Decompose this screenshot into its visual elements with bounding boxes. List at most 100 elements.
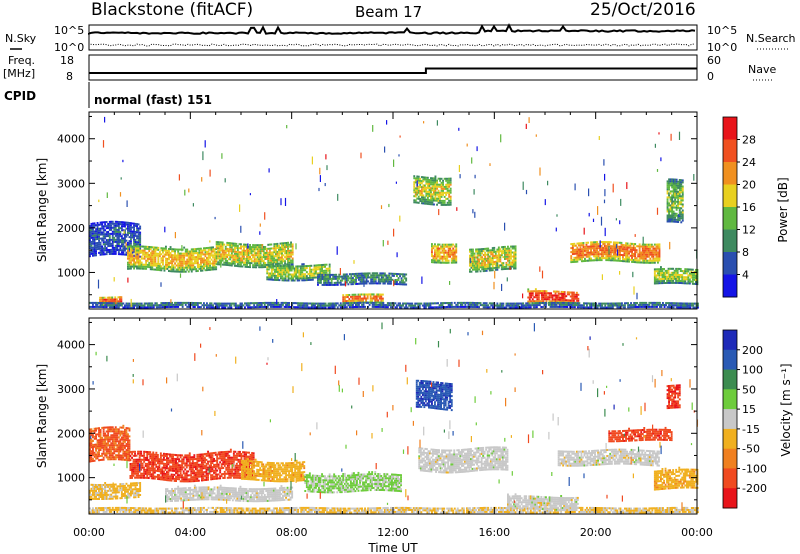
power-region-10: [431, 243, 458, 264]
velocity-ytick-label: 3000: [57, 383, 85, 396]
cpid-value: normal (fast) 151: [94, 93, 212, 107]
power-region-9: [413, 175, 452, 206]
power-region-11: [469, 245, 517, 273]
noise-left-tick-bottom: 10^0: [54, 41, 84, 54]
xtick-label: 12:00: [377, 526, 409, 539]
freq-unit: [MHz]: [3, 67, 35, 80]
cpid-label: CPID: [4, 89, 36, 103]
power-ytick-label: 4000: [57, 133, 85, 146]
velocity-colorbar: 200 100 50 15 -15 -50 -100 -200: [722, 329, 767, 509]
velocity-region-6: [89, 506, 699, 514]
velocity-region-0: [89, 424, 131, 463]
noise-panel: N.Sky 10^5 10^0 10^5 10^0 N.Search: [5, 23, 796, 54]
freq-tick-bottom: 8: [66, 70, 73, 83]
power-ytick-label: 1000: [57, 266, 85, 279]
power-colorbar-swatch: [723, 252, 737, 275]
xtick-label: 08:00: [276, 526, 308, 539]
velocity-speckles: [90, 322, 699, 511]
velocity-colorbar-swatch: [723, 389, 737, 410]
power-colorbar-tick: 16: [742, 201, 756, 214]
date-title: 25/Oct/2016: [590, 0, 696, 20]
x-axis-label: Time UT: [367, 541, 418, 554]
nave-tick-top: 60: [707, 54, 721, 67]
nsky-trace: [88, 23, 696, 35]
velocity-region-13: [666, 384, 681, 410]
station-title: Blackstone (fitACF): [91, 0, 253, 20]
power-colorbar-swatch: [723, 274, 737, 298]
power-ytick-label: 2000: [57, 222, 85, 235]
power-colorbar-swatch: [723, 162, 737, 185]
power-colorbar-tick: 28: [742, 134, 756, 147]
power-panel: 1000 2000 3000 4000 Slant Range [km] 4 8 12 16…: [35, 111, 790, 310]
velocity-colorbar-swatch: [723, 428, 737, 450]
power-colorbar-swatch: [723, 139, 737, 163]
power-colorbar-swatch: [723, 184, 737, 208]
velocity-ytick-label: 1000: [57, 472, 85, 485]
nsky-label: N.Sky: [5, 32, 37, 45]
velocity-colorbar-tick: 100: [742, 364, 763, 377]
xtick-label: 04:00: [174, 526, 206, 539]
power-ylabel: Slant Range [km]: [35, 158, 49, 262]
power-colorbar-tick: 12: [742, 224, 756, 237]
velocity-panel: 1000 2000 3000 4000 00:00 04:00 08:00 12:00 16:0…: [35, 317, 793, 539]
velocity-colorbar-swatch: [723, 330, 737, 351]
power-region-13: [653, 266, 699, 286]
nsearch-trace: [88, 43, 696, 47]
freq-trace: [89, 67, 697, 74]
power-axes: 1000 2000 3000 4000: [57, 112, 698, 309]
velocity-colorbar-swatch: [723, 409, 737, 430]
power-colorbar-label: Power [dB]: [776, 177, 790, 242]
velocity-region-11: [608, 426, 673, 443]
velocity-region-5: [165, 484, 294, 503]
velocity-region-3: [304, 471, 402, 494]
velocity-ylabel: Slant Range [km]: [35, 364, 49, 468]
velocity-colorbar-swatch: [723, 369, 737, 390]
noise-right-tick-bottom: 10^0: [707, 41, 737, 54]
velocity-colorbar-tick: 15: [742, 403, 756, 416]
velocity-colorbar-swatch: [723, 448, 737, 469]
velocity-colorbar-label: Velocity [m s⁻¹]: [779, 363, 793, 456]
power-colorbar-tick: 8: [742, 246, 749, 259]
nsearch-label: N.Search: [746, 32, 796, 45]
velocity-colorbar-tick: -50: [742, 443, 760, 456]
velocity-colorbar-swatch: [723, 488, 737, 509]
freq-panel: Freq. [MHz] 18 8 60 0 Nave: [3, 54, 776, 83]
velocity-region-8: [415, 379, 453, 412]
noise-traces: [88, 23, 696, 47]
power-colorbar-tick: 20: [742, 179, 756, 192]
noise-right-tick-top: 10^5: [707, 24, 737, 37]
velocity-heatmap: [89, 322, 699, 514]
power-region-12: [570, 241, 661, 264]
velocity-region-10: [557, 448, 660, 467]
power-ytick-label: 3000: [57, 177, 85, 190]
noise-left-tick-top: 10^5: [54, 24, 84, 37]
power-colorbar-tick: 24: [742, 156, 756, 169]
power-region-8: [89, 301, 699, 309]
xtick-label: 00:00: [681, 526, 713, 539]
xtick-label: 16:00: [478, 526, 510, 539]
freq-tick-top: 18: [60, 54, 74, 67]
power-colorbar-swatch: [723, 229, 737, 253]
velocity-axes: 1000 2000 3000 4000 00:00 04:00 08:00 12:00 16:0…: [57, 318, 713, 539]
velocity-region-7: [507, 493, 579, 512]
velocity-colorbar-swatch: [723, 349, 737, 371]
velocity-region-12: [653, 466, 699, 491]
power-heatmap: [89, 116, 699, 309]
beam-title: Beam 17: [355, 3, 422, 21]
velocity-colorbar-tick: -200: [742, 482, 767, 495]
freq-label: Freq.: [8, 54, 35, 67]
velocity-region-4: [89, 482, 142, 500]
velocity-colorbar-swatch: [723, 468, 737, 489]
velocity-region-9: [418, 446, 509, 474]
power-region-14: [666, 178, 684, 224]
velocity-ytick-label: 4000: [57, 339, 85, 352]
velocity-colorbar-tick: 50: [742, 383, 756, 396]
nave-tick-bottom: 0: [707, 70, 714, 83]
velocity-colorbar-tick: 200: [742, 344, 763, 357]
power-region-3: [266, 262, 331, 282]
velocity-colorbar-tick: -15: [742, 423, 760, 436]
power-region-2: [215, 241, 294, 269]
xtick-label: 00:00: [73, 526, 105, 539]
power-colorbar-swatch: [723, 117, 737, 140]
